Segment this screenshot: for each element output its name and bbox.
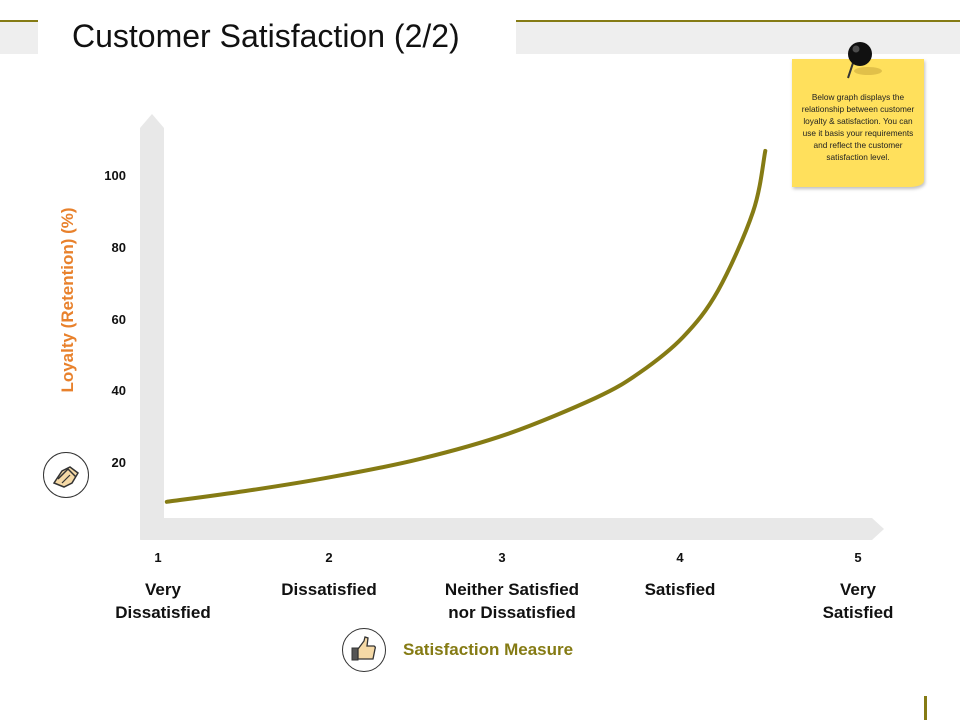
x-axis-title: Satisfaction Measure: [403, 640, 574, 659]
sticky-note: Below graph displays the relationship be…: [792, 59, 924, 187]
header-band-left: [0, 22, 38, 54]
x-category-line: Satisfied: [822, 603, 894, 622]
pushpin-icon: [847, 42, 882, 79]
y-tick-label: 60: [111, 312, 126, 327]
y-tick-label: 20: [111, 455, 126, 470]
header-band-right: [516, 22, 960, 54]
x-category-label: Dissatisfied: [244, 578, 414, 601]
x-tick-number: 2: [325, 550, 333, 565]
x-category-line: nor Dissatisfied: [448, 603, 576, 622]
x-category-label: Neither Satisfied nor Dissatisfied: [427, 578, 597, 624]
y-tick-label: 80: [111, 240, 126, 255]
x-tick-number: 5: [854, 550, 862, 565]
note-text: Below graph displays the relationship be…: [801, 92, 915, 162]
x-category-line: Satisfied: [644, 580, 716, 599]
handshake-icon: [43, 452, 89, 498]
y-axis-band: [140, 114, 164, 540]
x-tick-number: 4: [676, 550, 684, 565]
x-category-label: Very Satisfied: [773, 578, 943, 624]
thumbs-up-icon: [342, 628, 386, 672]
x-category-label: Satisfied: [595, 578, 765, 601]
x-axis-band: [140, 518, 884, 540]
x-tick-number: 1: [154, 550, 162, 565]
page-title: Customer Satisfaction (2/2): [72, 18, 460, 54]
x-category-line: Very: [840, 580, 876, 599]
y-tick-label: 100: [104, 168, 126, 183]
x-category-line: Neither Satisfied: [444, 580, 580, 599]
x-tick-number: 3: [498, 550, 506, 565]
footer-accent: [924, 696, 927, 720]
y-axis-title: Loyalty (Retention) (%): [58, 207, 77, 393]
x-category-line: Dissatisfied: [115, 603, 211, 622]
header-accent-left: [0, 20, 38, 23]
x-category-line: Very: [145, 580, 181, 599]
x-category-line: Dissatisfied: [281, 580, 377, 599]
loyalty-curve-line: [164, 148, 768, 504]
y-tick-label: 40: [111, 383, 126, 398]
x-category-label: Very Dissatisfied: [78, 578, 248, 624]
